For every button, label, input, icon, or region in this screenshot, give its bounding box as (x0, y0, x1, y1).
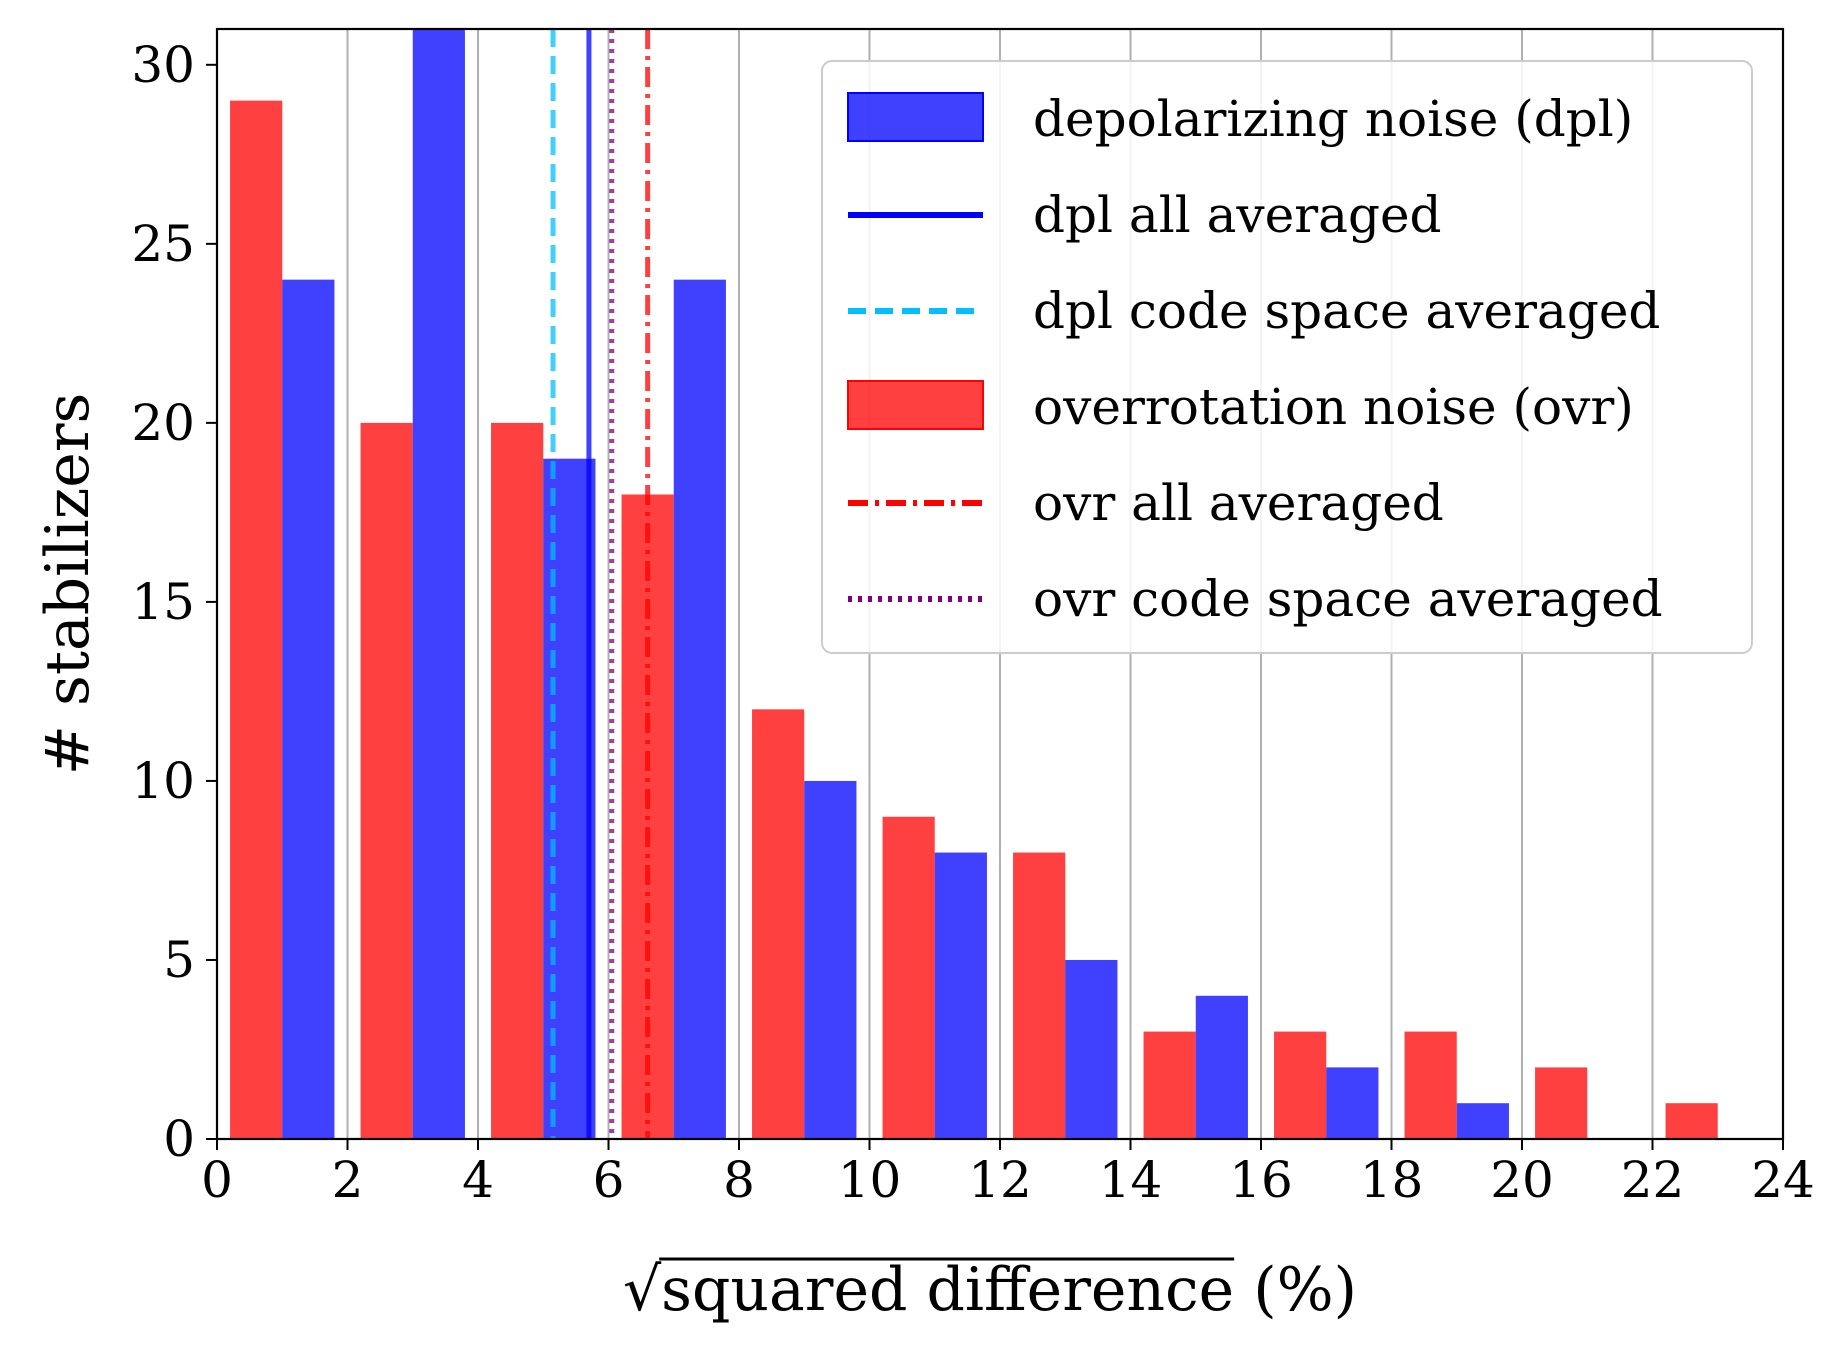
legend-label-0: depolarizing noise (dpl) (1033, 90, 1633, 148)
legend-swatch-0 (847, 92, 984, 142)
x-tick-label-16: 16 (1229, 1151, 1293, 1209)
x-axis-title-radical: √ (623, 1255, 662, 1325)
legend-label-1: dpl all averaged (1033, 186, 1442, 244)
y-tick-label-30: 30 (131, 36, 195, 94)
x-tick-label-2: 2 (332, 1151, 364, 1209)
bars (230, 29, 1718, 1140)
x-tick-label-12: 12 (968, 1151, 1032, 1209)
bar-ovr-7 (1143, 1031, 1196, 1139)
y-tick-label-25: 25 (131, 215, 195, 273)
bar-dpl-3 (673, 279, 726, 1140)
bar-dpl-4 (804, 780, 857, 1139)
x-tick-label-14: 14 (1099, 1151, 1163, 1209)
x-axis-ticks: 0 2 4 6 8 10 12 14 16 18 20 22 24 (201, 1139, 1815, 1209)
bar-ovr-1 (360, 422, 413, 1139)
x-tick-label-6: 6 (593, 1151, 625, 1209)
bar-ovr-9 (1404, 1031, 1457, 1139)
bar-dpl-0 (282, 279, 335, 1140)
y-tick-label-5: 5 (163, 931, 195, 989)
y-tick-label-0: 0 (163, 1110, 195, 1168)
legend-swatch-3 (847, 380, 984, 430)
bar-ovr-8 (1274, 1031, 1327, 1139)
x-tick-label-4: 4 (462, 1151, 494, 1209)
bar-ovr-11 (1665, 1103, 1718, 1139)
bar-ovr-10 (1535, 1067, 1588, 1139)
bar-dpl-7 (1195, 995, 1248, 1139)
x-axis-title-term: squared difference (661, 1255, 1234, 1325)
legend: depolarizing noise (dpl) dpl all averaged… (821, 60, 1753, 654)
y-axis-title: # stabilizers (33, 393, 103, 776)
legend-label-4: ovr all averaged (1033, 474, 1444, 532)
x-tick-label-8: 8 (723, 1151, 755, 1209)
legend-label-5: ovr code space averaged (1033, 570, 1663, 628)
x-axis-title: √squared difference (%) (623, 1255, 1357, 1325)
legend-label-2: dpl code space averaged (1033, 282, 1660, 340)
x-tick-label-24: 24 (1751, 1151, 1815, 1209)
bar-dpl-8 (1326, 1067, 1379, 1139)
y-axis-ticks: 0 5 10 15 20 25 30 (131, 36, 217, 1168)
average-lines (550, 29, 651, 1139)
bar-ovr-6 (1013, 852, 1066, 1139)
bar-dpl-9 (1456, 1103, 1509, 1139)
bar-ovr-0 (230, 100, 283, 1139)
y-tick-label-20: 20 (131, 394, 195, 452)
x-tick-label-0: 0 (201, 1151, 233, 1209)
legend-label-3: overrotation noise (ovr) (1033, 378, 1634, 436)
bar-dpl-1 (412, 29, 465, 1139)
x-tick-label-22: 22 (1621, 1151, 1685, 1209)
x-tick-label-20: 20 (1490, 1151, 1554, 1209)
legend-box (821, 60, 1753, 654)
x-tick-label-10: 10 (838, 1151, 902, 1209)
x-tick-label-18: 18 (1360, 1151, 1424, 1209)
x-axis-title-suffix: (%) (1234, 1255, 1357, 1325)
y-tick-label-15: 15 (131, 573, 195, 631)
bar-dpl-6 (1065, 959, 1118, 1139)
bar-ovr-4 (752, 709, 805, 1139)
bar-ovr-2 (491, 422, 544, 1139)
bar-dpl-5 (934, 852, 987, 1139)
y-tick-label-10: 10 (131, 752, 195, 810)
bar-ovr-5 (882, 816, 935, 1139)
